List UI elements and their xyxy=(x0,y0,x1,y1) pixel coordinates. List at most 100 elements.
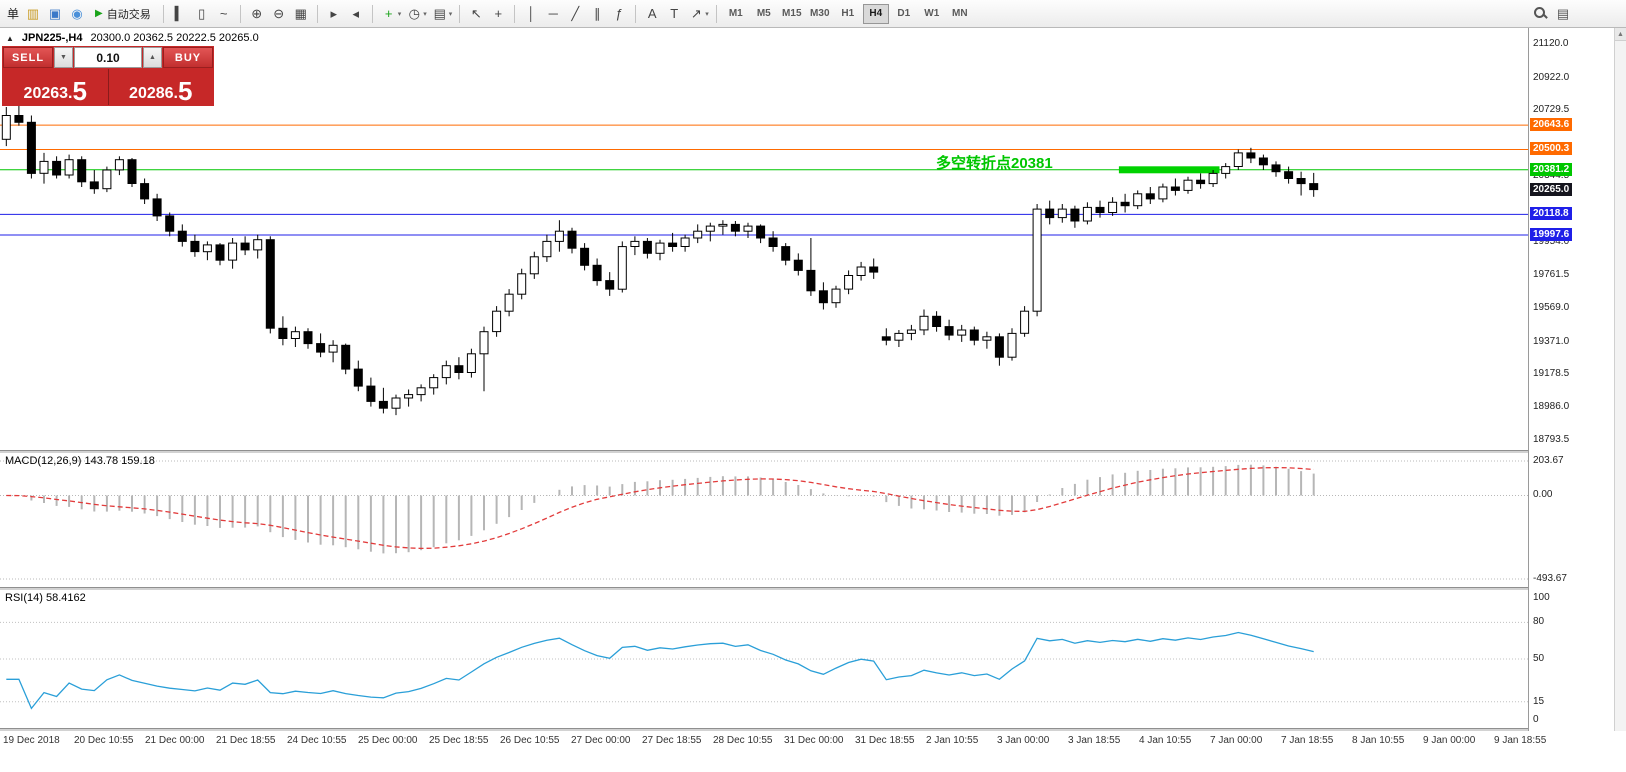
time-label: 31 Dec 18:55 xyxy=(855,735,915,746)
timeframe-button-mn[interactable]: MN xyxy=(952,8,968,19)
timeframe-button-m30[interactable]: M30 xyxy=(810,8,830,19)
time-label: 25 Dec 18:55 xyxy=(429,735,489,746)
zoom-in-icon[interactable]: ⊕ xyxy=(251,5,263,21)
play-icon: ▶ xyxy=(95,8,103,19)
auto-scroll-icon[interactable]: ▸ xyxy=(330,5,337,21)
text-label-icon[interactable]: T xyxy=(670,6,679,21)
timeframe-button-m15[interactable]: M15 xyxy=(782,8,802,19)
candles xyxy=(1,105,1319,416)
templates-icon[interactable]: ▤ xyxy=(433,5,446,21)
crosshair-icon[interactable]: + xyxy=(494,6,503,21)
time-label: 2 Jan 10:55 xyxy=(926,735,979,746)
chart-window-icon[interactable]: ▥ xyxy=(26,5,40,21)
dropdown-caret-icon[interactable]: ▾ xyxy=(705,10,709,18)
price-tick-label: 19569.0 xyxy=(1533,302,1570,313)
search-icon[interactable] xyxy=(1533,6,1548,21)
dropdown-caret-icon[interactable]: ▾ xyxy=(423,10,427,18)
rsi-line xyxy=(6,631,1314,710)
price-tag: 20118.8 xyxy=(1530,207,1572,220)
price-tag: 20381.2 xyxy=(1530,163,1573,176)
price-tag: 20265.0 xyxy=(1530,183,1573,196)
bid-price[interactable]: 20263. 5 xyxy=(3,69,109,105)
macd-scale-label: 203.67 xyxy=(1533,455,1564,466)
zoom-out-icon[interactable]: ⊖ xyxy=(273,5,285,21)
price-chart-pane[interactable]: ▲ JPN225-,H4 20300.0 20362.5 20222.5 202… xyxy=(0,28,1528,450)
toolbar-separator xyxy=(239,4,241,23)
pane-divider[interactable] xyxy=(0,450,1626,453)
candlestick-mode-icon[interactable]: ▯ xyxy=(198,5,206,21)
dropdown-caret-icon[interactable]: ▾ xyxy=(448,10,453,18)
time-label: 3 Jan 00:00 xyxy=(997,735,1050,746)
sell-button[interactable]: SELL xyxy=(3,47,53,68)
time-label: 7 Jan 18:55 xyxy=(1281,735,1334,746)
line-chart-mode-icon[interactable]: ~ xyxy=(219,6,228,21)
toolbar-list-icon[interactable]: ▤ xyxy=(1556,5,1570,21)
toolbar-separator xyxy=(316,4,318,23)
trendline-icon[interactable]: ╱ xyxy=(571,5,580,21)
price-tick-label: 19371.0 xyxy=(1533,336,1570,347)
price-tick-label: 19954.0 xyxy=(1533,236,1570,247)
volume-decrease-button[interactable]: ▼ xyxy=(54,47,73,68)
time-label: 9 Jan 00:00 xyxy=(1423,735,1476,746)
channel-icon[interactable]: ∥ xyxy=(594,5,601,21)
time-label: 25 Dec 00:00 xyxy=(358,735,418,746)
timeframe-button-m1[interactable]: M1 xyxy=(728,8,743,19)
pane-divider[interactable] xyxy=(0,587,1626,590)
autotrading-button[interactable]: ▶ 自动交易 xyxy=(90,4,156,24)
timeframe-button-h1[interactable]: H1 xyxy=(841,8,855,19)
macd-signal-line xyxy=(6,466,1314,550)
chart-shift-icon[interactable]: ◂ xyxy=(352,5,359,21)
price-tick-label: 21120.0 xyxy=(1533,38,1569,49)
toolbar-separator xyxy=(459,4,461,23)
trend-segment-object xyxy=(1118,166,1220,174)
volume-increase-button[interactable]: ▲ xyxy=(143,47,162,68)
arrows-icon[interactable]: ↗ xyxy=(690,5,702,21)
dropdown-caret-icon[interactable]: ▾ xyxy=(397,10,402,18)
time-label: 21 Dec 00:00 xyxy=(145,735,205,746)
cursor-icon[interactable]: ↖ xyxy=(470,5,482,21)
price-tick-label: 18793.5 xyxy=(1533,434,1570,445)
price-tick-label: 20922.0 xyxy=(1533,72,1570,83)
timeframe-button-w1[interactable]: W1 xyxy=(924,8,940,19)
macd-pane[interactable]: MACD(12,26,9) 143.78 159.18 xyxy=(0,453,1528,587)
rsi-scale-label: 80 xyxy=(1533,616,1545,627)
timeframe-buttons: M1 M5 M15 M30 H1 H4 D1 W1 MN xyxy=(722,3,974,24)
text-icon[interactable]: A xyxy=(647,6,657,21)
time-label: 21 Dec 18:55 xyxy=(216,735,276,746)
info-icon[interactable]: ◉ xyxy=(71,5,83,21)
buy-button[interactable]: BUY xyxy=(163,47,213,68)
ask-price[interactable]: 20286. 5 xyxy=(108,69,213,105)
vertical-line-icon[interactable]: │ xyxy=(527,6,536,21)
scroll-up-button[interactable]: ▲ xyxy=(1615,28,1626,41)
timeframe-button-d1[interactable]: D1 xyxy=(897,8,911,19)
rsi-pane[interactable]: RSI(14) 58.4162 xyxy=(0,590,1528,728)
rsi-scale-label: 0 xyxy=(1533,714,1539,725)
price-tick-label: 20729.5 xyxy=(1533,104,1570,115)
pane-divider[interactable] xyxy=(0,728,1626,731)
timeframe-button-h4[interactable]: H4 xyxy=(862,3,889,24)
bar-chart-mode-icon[interactable]: ▍ xyxy=(174,5,185,21)
new-order-button[interactable]: 单 xyxy=(7,7,20,21)
indicators-icon[interactable]: + xyxy=(384,6,393,21)
time-label: 24 Dec 10:55 xyxy=(287,735,347,746)
volume-input[interactable]: 0.10 xyxy=(74,47,142,68)
tile-windows-icon[interactable]: ▦ xyxy=(294,5,307,21)
rsi-scale-label: 15 xyxy=(1533,696,1545,707)
periods-icon[interactable]: ◷ xyxy=(408,5,420,21)
timeframe-button-m5[interactable]: M5 xyxy=(756,8,771,19)
candlestick-chart xyxy=(0,105,1528,416)
rsi-scale-label: 50 xyxy=(1533,653,1545,664)
horizontal-line-icon[interactable]: ─ xyxy=(548,6,558,21)
price-tick-label: 19761.5 xyxy=(1533,269,1570,280)
pivot-annotation-text[interactable]: 多空转折点20381 xyxy=(936,155,1053,172)
fibonacci-icon[interactable]: ƒ xyxy=(615,6,623,21)
toolbar-separator xyxy=(162,4,164,23)
one-click-toggle-icon[interactable]: ▲ xyxy=(6,33,14,43)
time-axis: 19 Dec 2018 20 Dec 10:55 21 Dec 00:00 21 De… xyxy=(0,731,1626,753)
price-tick-label: 19178.5 xyxy=(1533,368,1570,379)
toolbar-right-group: ▤ xyxy=(1529,4,1574,24)
vertical-scrollbar[interactable]: ▲ xyxy=(1614,28,1626,731)
time-label: 31 Dec 00:00 xyxy=(784,735,844,746)
time-label: 7 Jan 00:00 xyxy=(1210,735,1263,746)
market-watch-icon[interactable]: ▣ xyxy=(48,5,62,21)
